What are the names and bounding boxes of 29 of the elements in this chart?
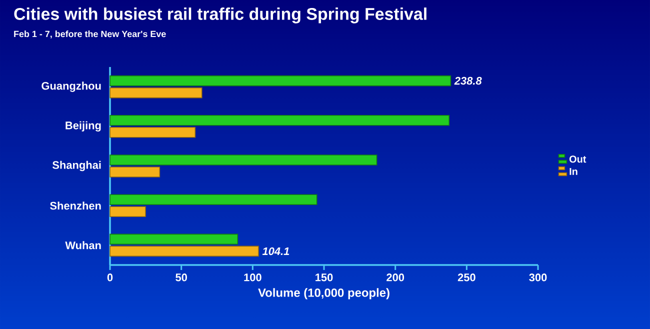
y-tick-label: Shanghai — [52, 160, 101, 172]
x-tick-label: 100 — [244, 274, 262, 282]
bar — [110, 234, 238, 245]
chart-subtitle: Feb 1 - 7, before the New Year's Eve — [14, 30, 166, 38]
legend-label: Out — [569, 156, 586, 163]
y-tick-label: Shenzhen — [50, 202, 101, 210]
data-label: 238.8 — [454, 76, 482, 85]
data-label: 104.1 — [262, 247, 290, 256]
bar — [110, 87, 202, 98]
x-tick-label: 0 — [107, 274, 113, 282]
x-tick-label: 50 — [176, 274, 187, 282]
bar — [110, 115, 450, 126]
bar — [110, 246, 259, 257]
x-tick-label: 150 — [316, 274, 333, 282]
bar — [110, 206, 146, 217]
bar — [110, 194, 318, 205]
x-tick-label: 200 — [386, 274, 404, 282]
bar — [110, 75, 452, 86]
y-tick-label: Beijing — [66, 121, 101, 132]
bar — [110, 154, 378, 166]
bar — [110, 166, 160, 178]
y-tick-label: Wuhan — [65, 241, 101, 250]
chart-title: Cities with busiest rail traffic during Spring Festival — [14, 8, 426, 24]
x-tick-label: 300 — [529, 274, 547, 282]
y-tick-label: Guangzhou — [42, 82, 101, 92]
bar — [110, 127, 196, 138]
x-axis-title: Volume (10,000 people) — [258, 288, 390, 300]
x-tick-label: 250 — [458, 274, 476, 282]
legend-label: In — [570, 168, 578, 175]
